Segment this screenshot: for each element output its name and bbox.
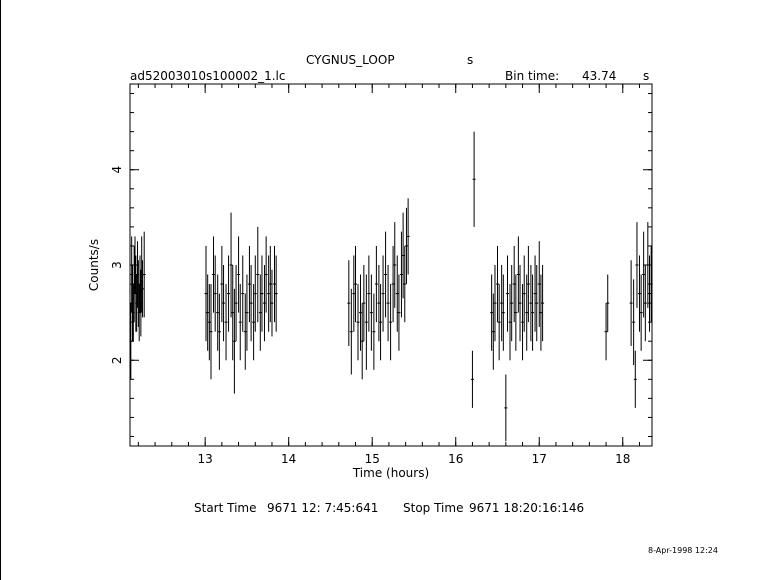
bin-time-label: Bin time: (505, 69, 560, 83)
start-time-label: Start Time (194, 501, 257, 515)
x-tick-labels: 13 14 15 16 17 18 (198, 452, 631, 466)
stop-time-value: 9671 18:20:16:146 (469, 501, 585, 515)
object-name: CYGNUS_LOOP (306, 53, 395, 67)
stop-time-label: Stop Time (403, 501, 464, 515)
x-tick-label: 15 (365, 452, 380, 466)
x-tick-label: 14 (281, 452, 296, 466)
y-tick-labels: 2 3 4 (110, 166, 124, 364)
y-tick-label: 2 (110, 356, 124, 364)
plot-frame (129, 83, 653, 447)
bin-time-value: 43.74 (582, 69, 617, 83)
object-suffix: s (467, 53, 474, 67)
x-tick-label: 16 (448, 452, 463, 466)
file-name: ad52003010s100002_1.lc (130, 69, 286, 83)
data-points (129, 131, 653, 442)
y-tick-label: 4 (110, 166, 124, 174)
x-tick-label: 18 (615, 452, 630, 466)
x-tick-label: 13 (198, 452, 213, 466)
bin-time-unit: s (643, 69, 650, 83)
y-tick-label: 3 (110, 261, 124, 269)
x-tick-label: 17 (532, 452, 547, 466)
y-axis-title: Counts/s (87, 239, 101, 291)
x-axis-title: Time (hours) (352, 466, 429, 480)
axis-ticks (130, 84, 652, 446)
left-border-rule (0, 0, 1, 580)
start-time-value: 9671 12: 7:45:641 (267, 501, 379, 515)
plot-date-stamp: 8-Apr-1998 12:24 (648, 546, 718, 555)
